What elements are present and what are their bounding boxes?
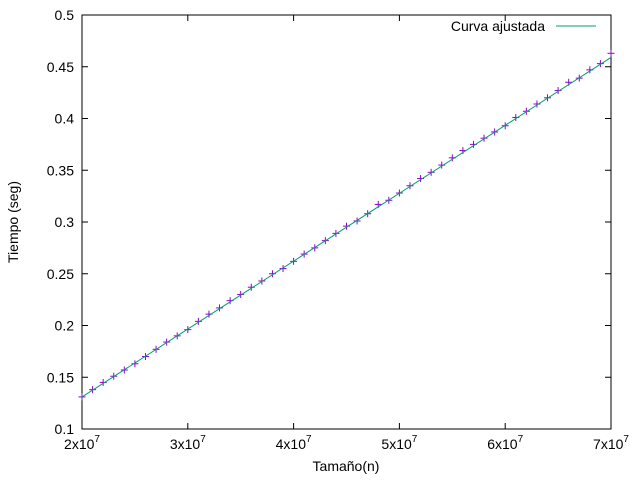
y-tick-label: 0.5	[55, 7, 75, 23]
x-tick-mantissa: 5	[381, 436, 389, 452]
y-tick-label: 0.3	[55, 214, 75, 230]
fit-line-group	[81, 57, 612, 398]
x-tick-mantissa: 7	[593, 436, 601, 452]
axis-ticks	[81, 14, 612, 430]
x-tick-base: x10	[601, 436, 624, 452]
x-tick-label: 5x107	[381, 434, 417, 452]
y-tick-label: 0.45	[47, 59, 74, 75]
y-tick-label: 0.4	[55, 111, 75, 127]
x-tick-exponent: 7	[623, 434, 629, 445]
x-tick-labels: 2x107 3x107 4x107 5x107 6x107 7x107	[64, 434, 629, 452]
data-point	[131, 360, 139, 368]
x-tick-base: x10	[283, 436, 306, 452]
fit-line	[81, 57, 612, 398]
x-tick-exponent: 7	[412, 434, 418, 445]
x-tick-mantissa: 2	[64, 436, 72, 452]
data-point	[184, 326, 192, 334]
data-point	[279, 265, 287, 273]
x-tick-label: 7x107	[593, 434, 629, 452]
x-tick-mantissa: 3	[170, 436, 178, 452]
y-tick-labels: 0.1 0.15 0.2 0.25 0.3 0.35 0.4 0.45 0.5	[47, 7, 74, 437]
x-tick-base: x10	[389, 436, 412, 452]
data-point	[194, 317, 202, 325]
y-tick-label: 0.1	[55, 421, 75, 437]
y-tick-label: 0.35	[47, 162, 74, 178]
x-tick-label: 2x107	[64, 434, 100, 452]
legend: Curva ajustada	[451, 18, 596, 34]
x-tick-label: 6x107	[487, 434, 523, 452]
x-tick-exponent: 7	[518, 434, 524, 445]
x-tick-exponent: 7	[306, 434, 312, 445]
x-tick-mantissa: 6	[487, 436, 495, 452]
x-tick-label: 4x107	[276, 434, 312, 452]
plot-frame	[81, 14, 612, 430]
x-tick-base: x10	[495, 436, 518, 452]
y-tick-label: 0.2	[55, 318, 75, 334]
x-tick-exponent: 7	[94, 434, 100, 445]
data-point	[216, 304, 224, 312]
x-tick-base: x10	[72, 436, 95, 452]
x-tick-label: 3x107	[170, 434, 206, 452]
y-tick-label: 0.15	[47, 369, 74, 385]
y-tick-label: 0.25	[47, 266, 74, 282]
x-tick-mantissa: 4	[276, 436, 284, 452]
x-tick-exponent: 7	[200, 434, 206, 445]
legend-label-fit: Curva ajustada	[451, 18, 545, 34]
x-tick-base: x10	[178, 436, 201, 452]
x-axis-label: Tamaño(n)	[313, 458, 380, 474]
data-point	[480, 134, 488, 142]
data-point	[554, 87, 562, 95]
data-point	[607, 49, 615, 57]
data-point	[237, 290, 245, 298]
data-point	[406, 182, 414, 190]
y-axis-label: Tiempo (seg)	[5, 181, 21, 263]
